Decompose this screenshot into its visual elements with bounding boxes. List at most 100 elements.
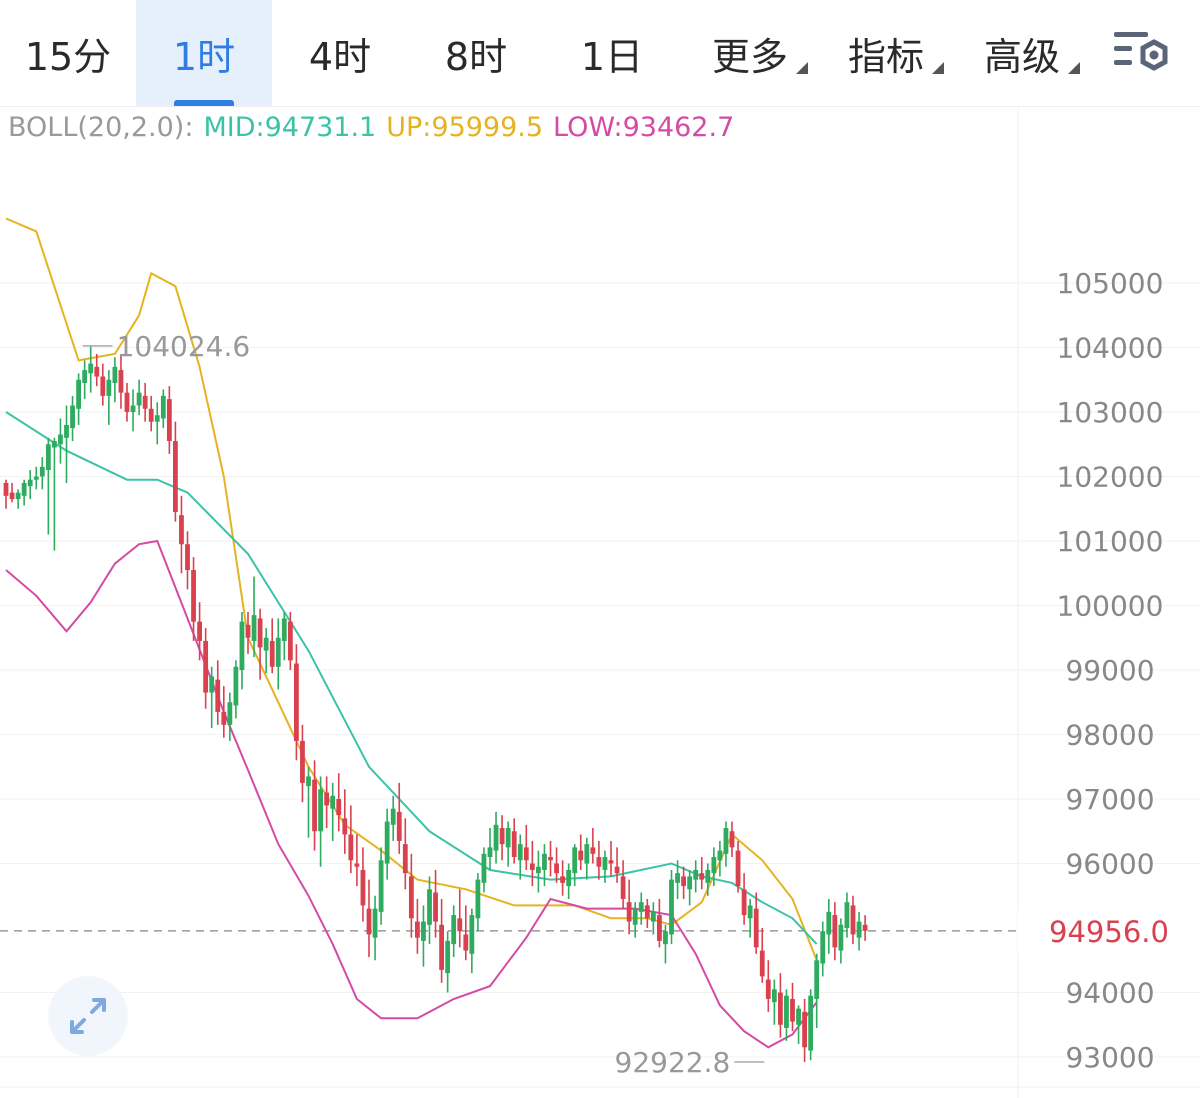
candle-body — [136, 392, 142, 406]
y-axis-tick-label: 93000 — [1065, 1041, 1154, 1074]
timeframe-tab-bar: 15分 1时 4时 8时 1日 更多 指标 高级 — [0, 0, 1200, 107]
candle-body — [723, 828, 729, 854]
candle-body — [191, 570, 196, 622]
candle-body — [378, 860, 384, 912]
candle-body — [517, 844, 523, 861]
candle-body — [52, 441, 57, 448]
candle-body — [790, 998, 795, 1022]
boll-lower-band-line — [5, 539, 818, 1049]
fullscreen-button[interactable] — [48, 976, 128, 1056]
candle-body — [9, 492, 15, 500]
candle-body — [475, 879, 481, 919]
candle-body — [233, 666, 239, 706]
candle-body — [227, 702, 233, 725]
candle-body — [542, 853, 547, 870]
candle-body — [862, 924, 868, 931]
candle-body — [179, 515, 184, 545]
candle-body — [844, 902, 850, 928]
candle-body — [529, 863, 535, 870]
candle-body — [548, 857, 553, 861]
candle-body — [687, 876, 693, 890]
tab-label: 指标 — [847, 34, 924, 79]
candlestick-chart[interactable]: 105000 104000 103000 102000 101000 100000 9900… — [0, 106, 1200, 1098]
candle-body — [70, 405, 75, 429]
candle-body — [705, 869, 711, 883]
candle-body — [445, 940, 451, 974]
candle-body — [281, 618, 287, 641]
candle-body — [657, 915, 662, 941]
tab-15min[interactable]: 15分 — [0, 0, 136, 106]
y-axis-tick-label: 100000 — [1057, 590, 1164, 623]
candle-body — [433, 892, 438, 922]
candle-body — [632, 908, 638, 925]
candle-body — [644, 905, 650, 919]
candle-body — [118, 370, 124, 393]
candle-body — [427, 889, 432, 925]
chart-settings-button[interactable] — [1110, 26, 1172, 78]
candle-body — [421, 921, 426, 941]
boll-mid-value: MID:94731.1 — [203, 111, 377, 143]
tab-label: 4时 — [308, 34, 372, 79]
candle-body — [366, 908, 372, 935]
tab-more[interactable]: 更多 — [690, 0, 810, 106]
candle-body — [82, 370, 88, 383]
candle-body — [415, 921, 420, 938]
candle-body — [608, 860, 614, 864]
tab-1hour[interactable]: 1时 — [136, 0, 272, 106]
candle-body — [348, 834, 354, 861]
candle-body — [481, 853, 487, 883]
candle-body — [572, 847, 578, 874]
candle-body — [578, 850, 584, 861]
tab-4hour[interactable]: 4时 — [272, 0, 408, 106]
candle-body — [287, 621, 293, 661]
candle-body — [263, 637, 269, 651]
candle-body — [638, 902, 644, 912]
candle-body — [796, 1008, 801, 1025]
candle-body — [3, 482, 9, 496]
candle-body — [554, 863, 559, 874]
candle-body — [396, 811, 402, 841]
candle-body — [808, 995, 814, 1051]
candle-body — [457, 918, 463, 932]
candle-body — [463, 934, 469, 951]
candle-body — [584, 844, 590, 864]
candle-body — [771, 989, 777, 1003]
tab-1day[interactable]: 1日 — [544, 0, 680, 106]
candle-body — [21, 482, 27, 496]
y-axis-tick-label: 96000 — [1065, 848, 1154, 881]
candle-body — [699, 873, 705, 880]
candle-body — [402, 844, 408, 874]
candle-body — [148, 408, 154, 422]
candle-body — [306, 776, 311, 787]
tab-8hour[interactable]: 8时 — [408, 0, 544, 106]
candle-body — [269, 640, 275, 667]
y-axis-tick-label: 103000 — [1057, 396, 1164, 429]
candle-body — [130, 405, 136, 412]
candle-body — [602, 857, 608, 870]
candle-body — [300, 740, 305, 783]
candle-body — [614, 866, 620, 874]
tab-indicators[interactable]: 指标 — [826, 0, 946, 106]
candle-body — [166, 399, 172, 442]
tab-advanced[interactable]: 高级 — [962, 0, 1082, 106]
candle-body — [112, 366, 118, 383]
y-axis-tick-label: 98000 — [1065, 719, 1154, 752]
candle-body — [590, 847, 596, 854]
candle-body — [778, 992, 783, 1025]
candle-body — [596, 857, 602, 867]
candle-body — [342, 818, 348, 835]
low-price-marker-label: 92922.8 — [615, 1046, 731, 1079]
candle-body — [765, 979, 771, 999]
candle-body — [560, 876, 565, 883]
tab-label: 1时 — [172, 34, 236, 79]
candle-body — [536, 866, 541, 874]
candle-body — [245, 624, 251, 638]
candle-body — [675, 873, 680, 883]
candle-body — [784, 995, 789, 1028]
candle-body — [523, 847, 529, 861]
candle-body — [106, 379, 112, 396]
candle-body — [124, 392, 130, 412]
candle-body — [354, 863, 360, 867]
expand-arrows-icon — [70, 998, 106, 1034]
candle-body — [505, 828, 511, 848]
